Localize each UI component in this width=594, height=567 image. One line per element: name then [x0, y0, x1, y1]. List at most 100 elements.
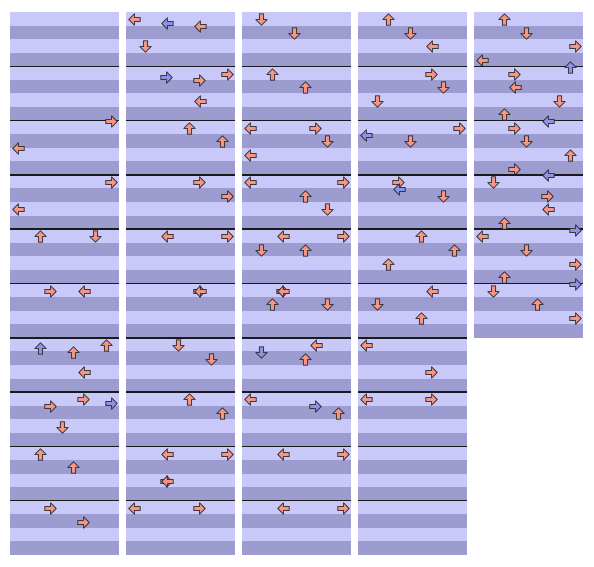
up-arrow-icon [66, 461, 80, 474]
beat-row [126, 66, 235, 81]
up-arrow-icon [497, 108, 511, 121]
beat-row [358, 283, 467, 298]
beat-row [474, 229, 583, 244]
measure-line [242, 228, 351, 230]
right-arrow-icon [337, 176, 350, 189]
down-arrow-icon [437, 190, 450, 203]
beat-row [10, 378, 119, 393]
beat-row [242, 514, 351, 529]
measure-line [126, 499, 235, 502]
beat-row [126, 392, 235, 407]
beat-row [358, 66, 467, 81]
left-arrow-icon [509, 81, 522, 94]
beat-row [358, 174, 467, 189]
down-arrow-icon [404, 135, 417, 149]
right-arrow-icon [44, 502, 58, 515]
down-arrow-icon [255, 346, 268, 359]
beat-row [242, 324, 351, 339]
beat-row [126, 79, 235, 94]
measure-line [126, 337, 235, 339]
measure-line [10, 445, 119, 448]
beat-row [126, 324, 235, 339]
beat-row [10, 202, 119, 217]
up-arrow-icon [182, 393, 196, 407]
beat-row [242, 39, 351, 54]
measure-line [474, 282, 583, 285]
left-arrow-icon [194, 285, 207, 298]
beat-row [10, 500, 119, 515]
right-arrow-icon [105, 176, 118, 189]
beat-row [10, 93, 119, 108]
beat-row [358, 419, 467, 434]
beat-row [126, 432, 235, 447]
beat-row [358, 120, 467, 135]
beat-row [242, 229, 351, 244]
beat-row [10, 52, 119, 67]
beat-row [242, 419, 351, 434]
left-arrow-icon [476, 54, 489, 67]
chart-column-1 [10, 12, 119, 555]
beat-row [10, 66, 119, 81]
right-arrow-icon [221, 230, 234, 244]
beat-row [242, 405, 351, 420]
measure-line [358, 499, 467, 502]
beat-row [126, 487, 235, 502]
beat-row [358, 161, 467, 176]
measure-line [358, 174, 467, 176]
beat-row [242, 79, 351, 94]
beat-row [126, 310, 235, 325]
beat-row [474, 107, 583, 122]
beat-row [358, 473, 467, 488]
beat-row [10, 107, 119, 122]
up-arrow-icon [215, 407, 229, 420]
beat-row [242, 161, 351, 176]
beat-row [358, 79, 467, 94]
beat-row [474, 161, 583, 176]
beat-row [10, 134, 119, 149]
beat-row [474, 147, 583, 162]
beat-row [358, 378, 467, 393]
beat-row [126, 12, 235, 27]
beat-row [474, 324, 583, 338]
measure-line [126, 65, 235, 68]
measure-line [10, 174, 119, 176]
measure-line [242, 391, 351, 393]
beat-row [10, 188, 119, 203]
right-arrow-icon [425, 366, 439, 379]
measure-line [10, 65, 119, 68]
left-arrow-icon [78, 285, 91, 298]
beat-row [126, 500, 235, 515]
beat-row [126, 188, 235, 203]
down-arrow-icon [404, 27, 417, 40]
beat-row [474, 202, 583, 217]
right-arrow-icon [193, 74, 207, 88]
up-arrow-icon [99, 339, 113, 352]
left-arrow-icon [476, 230, 489, 244]
beat-row [242, 541, 351, 555]
beat-row [242, 174, 351, 189]
measure-line [10, 282, 119, 285]
beat-row [126, 405, 235, 420]
left-arrow-icon [244, 176, 257, 189]
beat-row [242, 459, 351, 475]
beat-row [126, 93, 235, 108]
measure-line [126, 391, 235, 393]
measure-line [10, 119, 119, 122]
beat-row [10, 161, 119, 176]
beat-row [358, 188, 467, 203]
beat-row [126, 459, 235, 475]
right-arrow-icon [569, 224, 582, 237]
up-arrow-icon [33, 230, 47, 244]
up-arrow-icon [381, 13, 395, 26]
down-arrow-icon [139, 40, 152, 54]
beat-row [126, 52, 235, 67]
up-arrow-icon [497, 271, 511, 284]
right-arrow-icon [309, 400, 323, 413]
measure-line [242, 282, 351, 285]
beat-row [474, 188, 583, 203]
beat-row [10, 147, 119, 162]
beat-row [358, 446, 467, 461]
beat-row [10, 269, 119, 284]
beat-row [10, 12, 119, 27]
down-arrow-icon [437, 81, 450, 94]
